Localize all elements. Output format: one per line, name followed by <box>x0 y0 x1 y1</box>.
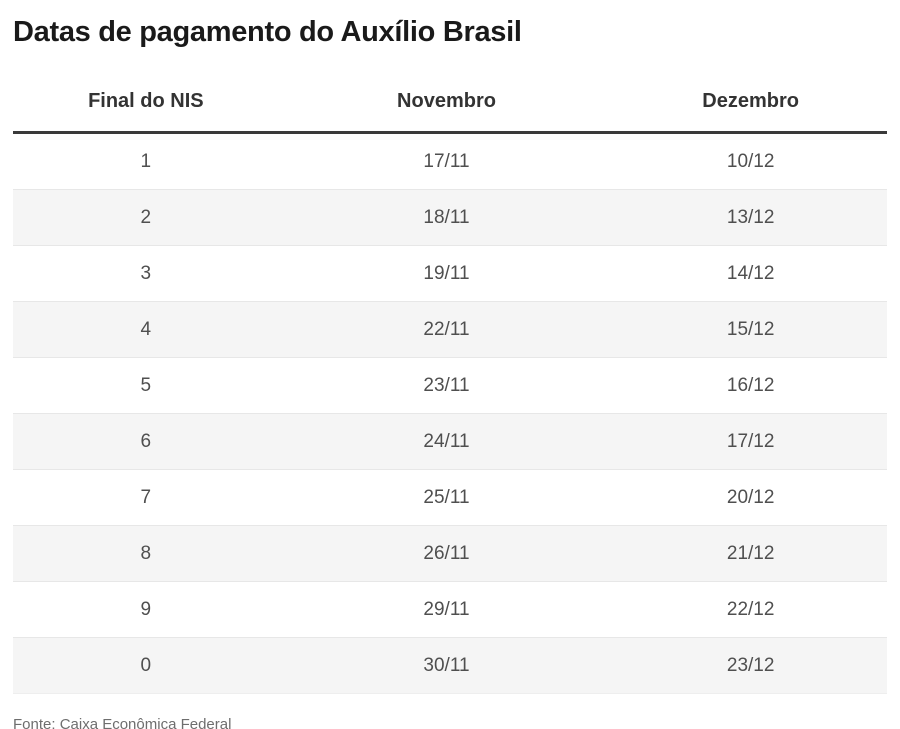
table-cell: 15/12 <box>614 301 887 358</box>
table-cell: 3 <box>13 245 279 302</box>
table-cell: 22/11 <box>278 301 615 358</box>
table-cell: 13/12 <box>614 189 887 246</box>
table-body: 1 17/11 10/12 2 18/11 13/12 3 19/11 14/12 4 22/11 1… <box>13 133 887 694</box>
table-cell: 14/12 <box>614 245 887 302</box>
table-cell: 20/12 <box>614 469 887 526</box>
column-header-novembro: Novembro <box>278 50 615 134</box>
table-row: 6 24/11 17/12 <box>13 413 887 470</box>
table-row: 8 26/11 21/12 <box>13 525 887 582</box>
table-cell: 4 <box>13 301 279 358</box>
source-note: Fonte: Caixa Econômica Federal <box>13 716 232 729</box>
column-header-final-do-nis: Final do NIS <box>13 50 279 134</box>
table-cell: 18/11 <box>278 189 615 246</box>
table-header: Final do NIS Novembro Dezembro <box>13 50 887 134</box>
page-title: Datas de pagamento do Auxílio Brasil <box>13 16 522 48</box>
table-cell: 16/12 <box>614 357 887 414</box>
table-cell: 30/11 <box>278 637 615 694</box>
table-cell: 2 <box>13 189 279 246</box>
table-cell: 8 <box>13 525 279 582</box>
table-row: 7 25/11 20/12 <box>13 469 887 526</box>
table-cell: 26/11 <box>278 525 615 582</box>
column-header-dezembro: Dezembro <box>614 50 887 134</box>
table-cell: 1 <box>140 150 152 172</box>
table-cell: 7 <box>13 469 279 526</box>
table-cell: 5 <box>13 357 279 414</box>
table-cell: 23/12 <box>614 637 887 694</box>
table-row: 2 18/11 13/12 <box>13 189 887 246</box>
table-header-row: Final do NIS Novembro Dezembro <box>13 50 887 134</box>
table-cell: 6 <box>13 413 279 470</box>
table-cell: 17/11 <box>423 150 470 172</box>
table-cell: 10/12 <box>726 150 775 172</box>
table-cell: 23/11 <box>278 357 615 414</box>
table-cell: 22/12 <box>614 581 887 638</box>
table-cell: 29/11 <box>278 581 615 638</box>
table-row: 1 17/11 10/12 <box>13 133 887 190</box>
table-row: 9 29/11 22/12 <box>13 581 887 638</box>
table-row: 0 30/11 23/12 <box>13 637 887 694</box>
table-cell: 19/11 <box>278 245 615 302</box>
table-cell: 24/11 <box>278 413 615 470</box>
table-row: 5 23/11 16/12 <box>13 357 887 414</box>
table-cell: 17/12 <box>614 413 887 470</box>
table-cell: 21/12 <box>614 525 887 582</box>
table-cell: 9 <box>13 581 279 638</box>
table-row: 3 19/11 14/12 <box>13 245 887 302</box>
table-cell: 0 <box>13 637 279 694</box>
payment-dates-table: Final do NIS Novembro Dezembro 1 17/11 10/… <box>13 50 887 694</box>
table-cell: 25/11 <box>278 469 615 526</box>
table-row: 4 22/11 15/12 <box>13 301 887 358</box>
